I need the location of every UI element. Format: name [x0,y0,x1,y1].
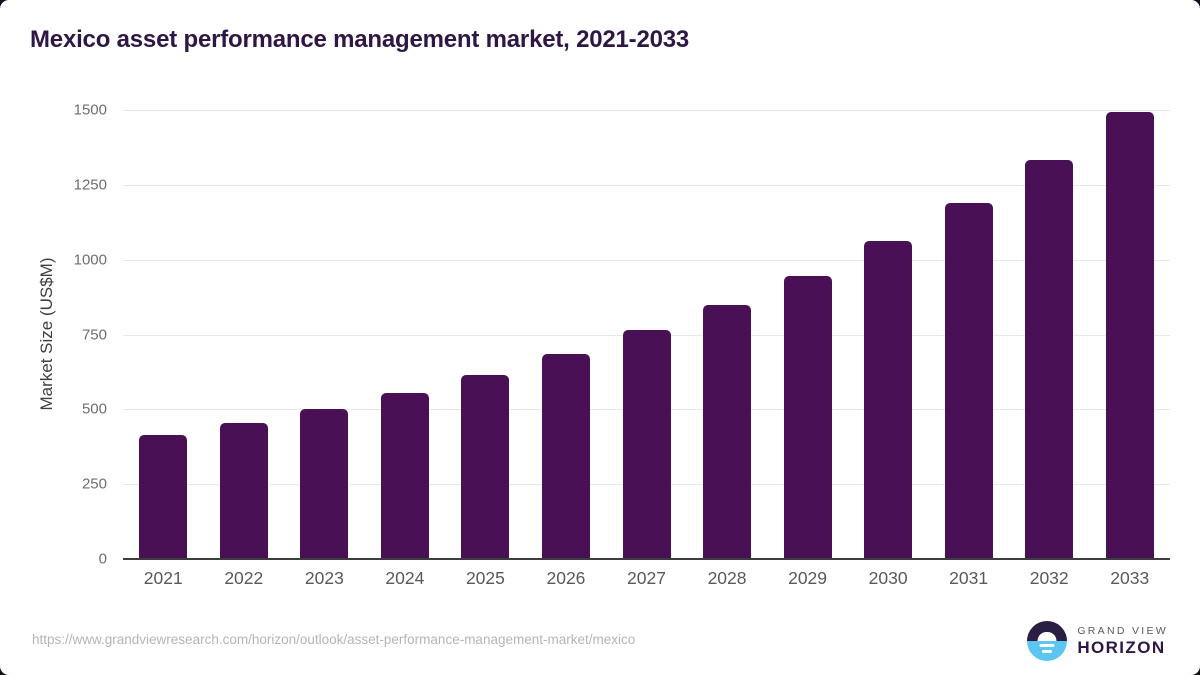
gridline-1250 [123,184,1170,186]
x-tick-label-2024: 2024 [385,568,425,588]
y-tick-label-1000: 1000 [73,251,107,269]
x-tick-label-2021: 2021 [143,568,183,588]
bar-2021 [139,435,188,559]
x-tick-label-2028: 2028 [707,568,747,588]
x-tick-label-2029: 2029 [788,568,828,588]
x-tick-label-2032: 2032 [1029,568,1069,588]
x-tick-label-2025: 2025 [465,568,505,588]
logo-text-grand-view: GRAND VIEW [1077,624,1168,637]
bar-2026 [541,353,590,559]
sun-reflection-bar-1 [1039,643,1055,647]
logo-text-horizon: HORIZON [1077,637,1166,657]
bar-2033 [1105,112,1154,559]
y-tick-label-250: 250 [81,475,107,493]
y-tick-label-500: 500 [81,400,107,418]
x-tick-label-2030: 2030 [868,568,908,588]
x-tick-label-2026: 2026 [546,568,586,588]
horizon-sun-icon [1027,621,1068,661]
bar-2030 [864,241,913,559]
sun-dome-shape [1037,631,1057,641]
bar-2024 [380,393,429,559]
bar-2023 [300,409,349,559]
bar-2027 [622,330,671,559]
x-tick-label-2022: 2022 [224,568,264,588]
y-tick-label-1500: 1500 [73,101,107,119]
sun-reflection-bar-2 [1042,650,1053,653]
gridline-1000 [123,259,1170,261]
bar-chart-plot-area: 0 250 500 750 1000 1250 1500 2021 2022 2023 2024 2… [74,102,1170,588]
bar-2025 [461,374,510,559]
bar-2022 [219,422,268,559]
y-tick-label-0: 0 [98,550,107,568]
grand-view-horizon-logo: GRAND VIEW HORIZON [1027,620,1168,662]
source-url: https://www.grandviewresearch.com/horizo… [32,632,636,647]
x-tick-label-2027: 2027 [627,568,666,588]
bar-2031 [944,203,993,559]
page-title: Mexico asset performance management mark… [30,26,690,53]
x-tick-label-2033: 2033 [1110,568,1150,588]
y-tick-label-1250: 1250 [73,176,107,194]
y-tick-label-750: 750 [81,326,107,343]
bar-2028 [703,304,752,559]
x-tick-label-2023: 2023 [304,568,344,588]
x-axis-line [123,558,1170,560]
bar-2029 [783,275,832,559]
x-tick-label-2031: 2031 [949,568,989,588]
logo-text: GRAND VIEW HORIZON [1077,625,1168,658]
bar-2032 [1025,160,1074,559]
gridline-1500 [123,110,1170,111]
